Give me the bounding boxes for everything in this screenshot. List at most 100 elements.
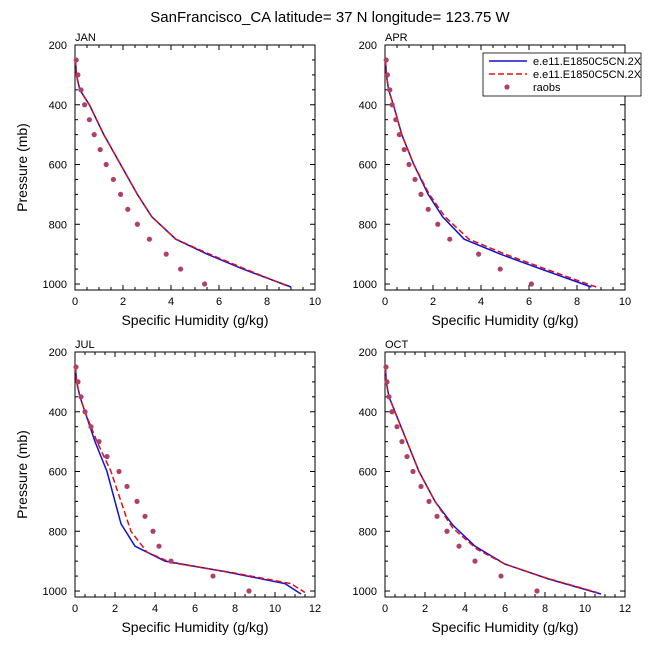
y-axis-label: Pressure (mb): [14, 123, 30, 212]
raobs-point: [386, 394, 392, 400]
x-tick-label: 8: [574, 296, 580, 308]
x-tick-label: 2: [120, 296, 126, 308]
raobs-point: [116, 468, 122, 475]
x-tick-label: 6: [216, 296, 222, 308]
raobs-point: [389, 102, 395, 108]
panel-jul: 0 2 4 6 8 10 12 200 400 600 800 1000 Specific Humidi…: [14, 339, 321, 635]
raobs-point: [444, 528, 450, 534]
y-tick-label: 800: [49, 526, 67, 538]
y-tick-label: 200: [359, 40, 377, 52]
x-tick-label: 4: [462, 603, 468, 615]
raobs-point: [393, 117, 399, 123]
raobs-point: [96, 439, 102, 445]
raobs-point: [124, 483, 130, 490]
y-tick-label: 600: [359, 160, 377, 172]
raobs-point: [396, 132, 402, 138]
raobs-point: [88, 424, 94, 430]
raobs-point: [498, 573, 504, 579]
y-tick-label: 400: [49, 100, 67, 112]
raobs-point: [387, 87, 393, 93]
raobs-point: [168, 558, 174, 564]
raobs-point: [202, 281, 208, 287]
raobs-point: [73, 57, 79, 63]
legend-label: raobs: [533, 82, 561, 94]
raobs-point: [410, 468, 416, 475]
raobs-point: [435, 221, 441, 227]
raobs-point: [178, 266, 184, 272]
y-tick-label: 1000: [353, 279, 377, 291]
raobs-point: [142, 513, 148, 519]
plot-frame: [74, 351, 316, 598]
raobs-point: [156, 543, 162, 549]
raobs-point: [78, 87, 84, 93]
series-line-solid: [74, 59, 292, 288]
y-tick-label: 1000: [353, 586, 377, 598]
raobs-point: [210, 573, 216, 579]
legend-marker-dot: [504, 84, 510, 90]
panel-label: APR: [385, 32, 408, 44]
panels-container: 0 2 4 6 8 10 200 400 600 800 1000 Specific Humidity…: [14, 32, 631, 635]
legend-label: e.e11.E1850C5CN.2X: [533, 56, 642, 68]
panel-jan: 0 2 4 6 8 10 200 400 600 800 1000 Specific Humidity…: [14, 32, 321, 328]
x-tick-label: 2: [112, 603, 118, 615]
y-tick-label: 200: [49, 347, 67, 359]
raobs-point: [384, 379, 390, 385]
raobs-point: [104, 453, 110, 460]
raobs-point: [75, 72, 81, 78]
legend-label: e.e11.E1850C5CN.2X: [533, 69, 642, 81]
raobs-point: [97, 146, 103, 153]
raobs-point: [118, 191, 124, 197]
raobs-point: [146, 236, 152, 242]
y-tick-label: 400: [359, 407, 377, 419]
raobs-point: [418, 483, 424, 490]
panel-label: OCT: [385, 339, 409, 351]
raobs-point: [401, 146, 407, 153]
x-tick-label: 10: [579, 603, 591, 615]
y-tick-label: 600: [49, 467, 67, 479]
series-line-dashed: [384, 366, 598, 594]
raobs-point: [383, 364, 389, 370]
figure-title: SanFrancisco_CA latitude= 37 N longitude…: [150, 9, 510, 26]
x-tick-label: 8: [232, 603, 238, 615]
raobs-point: [389, 409, 395, 415]
x-axis-label: Specific Humidity (g/kg): [431, 619, 578, 635]
series-line-solid: [384, 366, 602, 595]
x-tick-label: 2: [422, 603, 428, 615]
y-tick-label: 800: [359, 219, 377, 231]
y-tick-label: 600: [49, 160, 67, 172]
x-axis-label: Specific Humidity (g/kg): [121, 312, 268, 328]
y-tick-label: 400: [49, 407, 67, 419]
raobs-point: [134, 221, 140, 227]
legend: e.e11.E1850C5CN.2Xe.e11.E1850C5CN.2Xraob…: [482, 52, 642, 97]
raobs-point: [82, 102, 88, 108]
y-tick-label: 200: [49, 40, 67, 52]
panel-label: JAN: [75, 32, 96, 44]
raobs-point: [150, 528, 156, 534]
y-tick-label: 400: [359, 100, 377, 112]
raobs-point: [125, 206, 131, 212]
raobs-point: [73, 364, 79, 370]
x-tick-label: 4: [152, 603, 158, 615]
y-tick-label: 1000: [43, 586, 67, 598]
series-line-dashed: [74, 59, 287, 287]
raobs-point: [110, 176, 116, 183]
x-tick-label: 0: [382, 296, 388, 308]
raobs-point: [528, 281, 535, 287]
raobs-point: [394, 424, 400, 430]
raobs-point: [418, 191, 424, 197]
raobs-point: [134, 498, 140, 504]
x-tick-label: 0: [382, 603, 388, 615]
raobs-point: [426, 498, 432, 504]
raobs-point: [412, 176, 418, 183]
y-tick-label: 600: [359, 467, 377, 479]
y-tick-label: 800: [359, 526, 377, 538]
panel-apr: 0 2 4 6 8 10 200 400 600 800 1000 Specific Humidity…: [353, 32, 632, 328]
y-tick-label: 1000: [43, 279, 67, 291]
y-tick-label: 800: [49, 219, 67, 231]
x-tick-label: 12: [309, 603, 321, 615]
x-tick-label: 6: [526, 296, 532, 308]
raobs-point: [86, 117, 92, 123]
raobs-point: [434, 513, 440, 519]
series-line-solid: [74, 366, 302, 595]
